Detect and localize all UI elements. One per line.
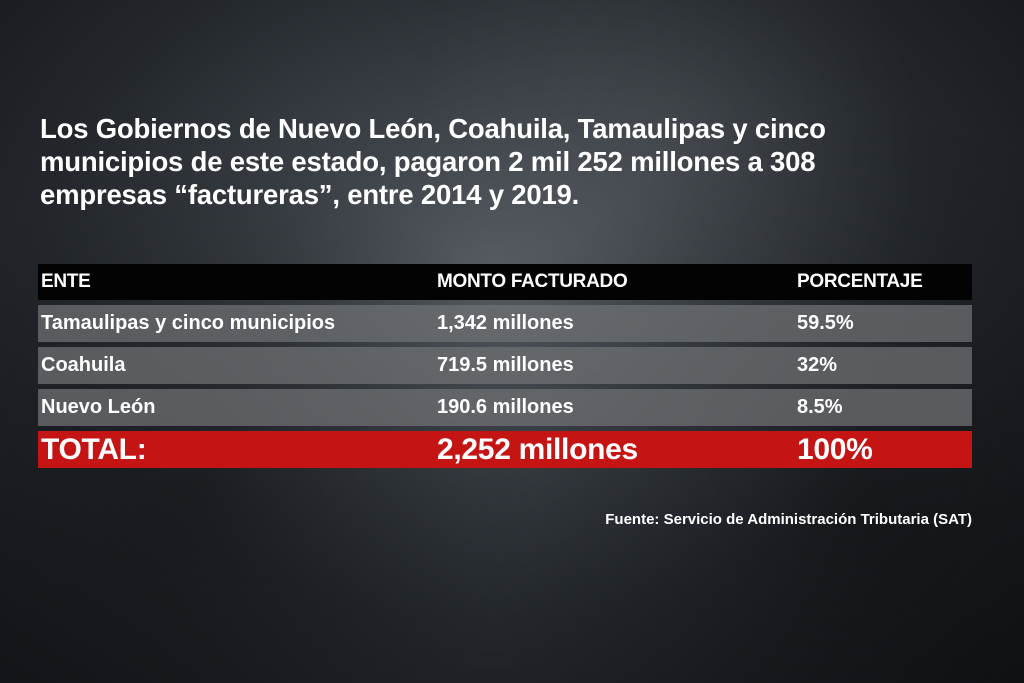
column-header-porcentaje: PORCENTAJE — [797, 271, 923, 292]
cell-monto: 719.5 millones — [437, 354, 574, 376]
headline-line: empresas “factureras”, entre 2014 y 2019… — [40, 179, 580, 210]
total-monto: 2,252 millones — [437, 432, 638, 466]
cell-ente: Coahuila — [41, 354, 126, 376]
headline-line: Los Gobiernos de Nuevo León, Coahuila, T… — [40, 113, 826, 144]
cell-ente: Nuevo León — [41, 396, 156, 418]
column-header-ente: ENTE — [41, 271, 91, 292]
table-row: Tamaulipas y cinco municipios 1,342 mill… — [38, 305, 972, 342]
table-header-row: ENTE MONTO FACTURADO PORCENTAJE — [38, 264, 972, 300]
total-label: TOTAL: — [41, 432, 147, 466]
table-row: Coahuila 719.5 millones 32% — [38, 347, 972, 384]
cell-porcentaje: 32% — [797, 354, 838, 376]
source-note: Fuente: Servicio de Administración Tribu… — [605, 511, 972, 528]
data-table: ENTE MONTO FACTURADO PORCENTAJE Tamaulip… — [38, 264, 972, 473]
cell-porcentaje: 59.5% — [797, 312, 854, 334]
headline-line: municipios de este estado, pagaron 2 mil… — [40, 146, 816, 177]
table-row: Nuevo León 190.6 millones 8.5% — [38, 389, 972, 426]
headline: Los Gobiernos de Nuevo León, Coahuila, T… — [40, 112, 980, 211]
column-header-monto: MONTO FACTURADO — [437, 271, 628, 292]
cell-porcentaje: 8.5% — [797, 396, 843, 418]
cell-monto: 190.6 millones — [437, 396, 574, 418]
total-porcentaje: 100% — [797, 432, 873, 466]
cell-monto: 1,342 millones — [437, 312, 574, 334]
total-row: TOTAL: 2,252 millones 100% — [38, 431, 972, 468]
cell-ente: Tamaulipas y cinco municipios — [41, 312, 336, 334]
